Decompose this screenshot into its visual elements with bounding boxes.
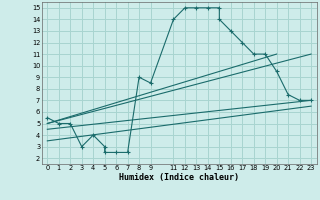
X-axis label: Humidex (Indice chaleur): Humidex (Indice chaleur) [119,173,239,182]
